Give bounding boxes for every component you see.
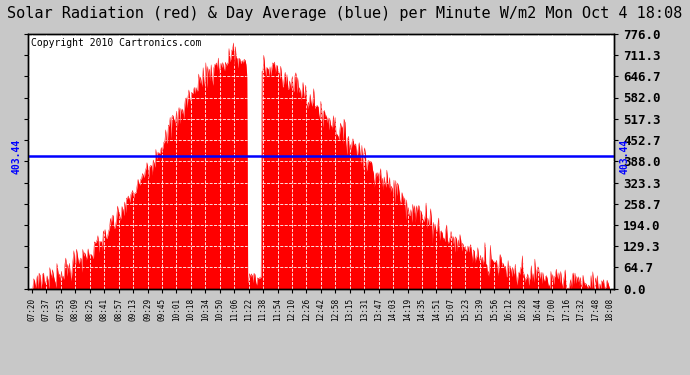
Text: 403.44: 403.44 bbox=[12, 138, 22, 174]
Text: 403.44: 403.44 bbox=[620, 138, 630, 174]
Text: Copyright 2010 Cartronics.com: Copyright 2010 Cartronics.com bbox=[30, 38, 201, 48]
Text: Solar Radiation (red) & Day Average (blue) per Minute W/m2 Mon Oct 4 18:08: Solar Radiation (red) & Day Average (blu… bbox=[8, 6, 682, 21]
